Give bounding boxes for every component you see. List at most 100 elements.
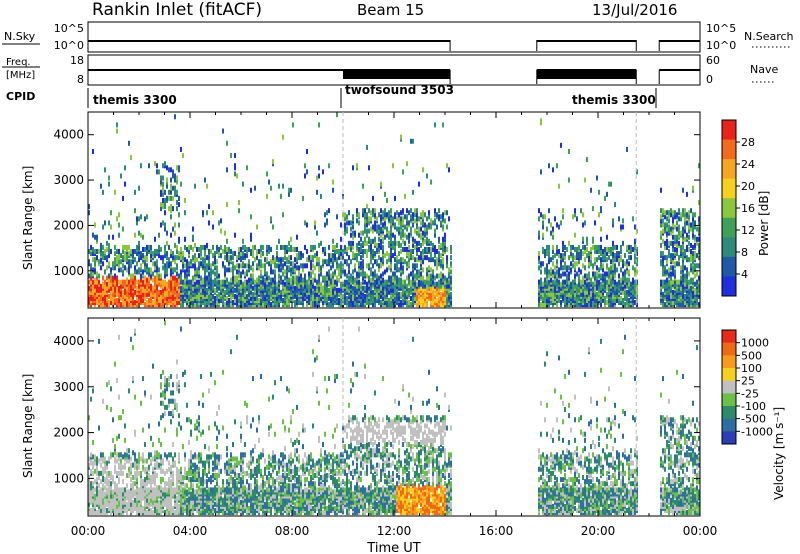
power-cell — [370, 293, 372, 299]
power-cell — [282, 263, 284, 269]
power-cell — [582, 236, 584, 242]
power-cell — [104, 167, 106, 173]
power-cell — [368, 236, 370, 242]
power-cell — [618, 273, 620, 279]
power-cell — [270, 283, 272, 289]
power-cell — [264, 287, 266, 293]
power-cell — [408, 279, 410, 285]
power-cell — [216, 249, 218, 255]
power-cell — [218, 220, 220, 226]
power-cell — [174, 275, 176, 281]
power-cell — [180, 246, 182, 252]
power-cell — [548, 244, 550, 250]
nsky-panel — [87, 21, 701, 53]
power-cell — [296, 279, 298, 285]
power-cell — [320, 193, 322, 199]
power-cell — [118, 232, 120, 238]
power-cell — [394, 287, 396, 293]
velocity-cell — [90, 468, 92, 474]
power-cell — [410, 279, 412, 285]
power-cell — [366, 281, 368, 287]
power-cell — [394, 234, 396, 240]
power-cell — [196, 257, 198, 263]
power-cell — [388, 230, 390, 236]
power-ytick-label: 4000 — [53, 128, 84, 142]
power-cell — [182, 251, 184, 257]
power-cell — [686, 244, 688, 250]
power-cell — [102, 281, 104, 287]
power-cell — [176, 255, 178, 261]
power-cell — [122, 255, 124, 261]
power-cell — [368, 263, 370, 269]
power-cell — [370, 267, 372, 273]
power-cell — [344, 230, 346, 236]
power-cell — [416, 240, 418, 246]
power-cell — [108, 277, 110, 283]
power-cell — [248, 287, 250, 293]
power-cell — [552, 244, 554, 250]
power-cell — [412, 212, 414, 218]
power-cell — [372, 289, 374, 295]
power-cell — [682, 187, 684, 193]
power-cell — [328, 253, 330, 259]
power-cell — [282, 279, 284, 285]
power-cell — [174, 191, 176, 197]
power-cell — [166, 165, 168, 171]
power-cell — [162, 302, 164, 308]
power-cell — [94, 222, 96, 228]
power-cell — [688, 257, 690, 263]
power-cell — [126, 277, 128, 283]
power-cell — [560, 300, 562, 306]
power-cell — [226, 295, 228, 301]
power-cell — [296, 246, 298, 252]
power-cell — [404, 224, 406, 230]
power-cell — [406, 234, 408, 240]
power-cell — [106, 281, 108, 287]
power-cell — [330, 265, 332, 271]
power-cell — [282, 183, 284, 189]
power-cell — [212, 261, 214, 267]
power-cell — [184, 263, 186, 269]
power-cell — [368, 228, 370, 234]
power-cell — [328, 163, 330, 169]
nave-tick-top: 60 — [706, 54, 720, 67]
power-cell — [170, 167, 172, 173]
power-cell — [164, 273, 166, 279]
power-cell — [226, 267, 228, 273]
power-cell — [400, 263, 402, 269]
power-cell — [222, 249, 224, 255]
power-cell — [596, 175, 598, 181]
power-cell — [606, 191, 608, 197]
power-cell — [232, 271, 234, 277]
power-cell — [396, 255, 398, 261]
power-cell — [684, 293, 686, 299]
power-cell — [628, 298, 630, 304]
power-cell — [132, 300, 134, 306]
power-cell — [266, 302, 268, 308]
power-cell — [272, 159, 274, 165]
power-cell — [626, 244, 628, 250]
power-cell — [666, 216, 668, 222]
power-cell — [282, 257, 284, 263]
power-cell — [356, 242, 358, 248]
power-cell — [340, 267, 342, 273]
power-cell — [346, 295, 348, 301]
power-cell — [188, 244, 190, 250]
power-cell — [678, 224, 680, 230]
power-cell — [398, 251, 400, 257]
power-cell — [622, 259, 624, 265]
power-cell — [290, 187, 292, 193]
power-cell — [392, 240, 394, 246]
power-cell — [200, 275, 202, 281]
power-cell — [278, 293, 280, 299]
power-cell — [102, 244, 104, 250]
power-cell — [358, 261, 360, 267]
power-cell — [156, 249, 158, 255]
power-cell — [348, 255, 350, 261]
power-cell — [680, 212, 682, 218]
power-cell — [364, 279, 366, 285]
power-cell — [418, 181, 420, 187]
power-cell — [538, 279, 540, 285]
power-cell — [366, 263, 368, 269]
power-cell — [406, 214, 408, 220]
